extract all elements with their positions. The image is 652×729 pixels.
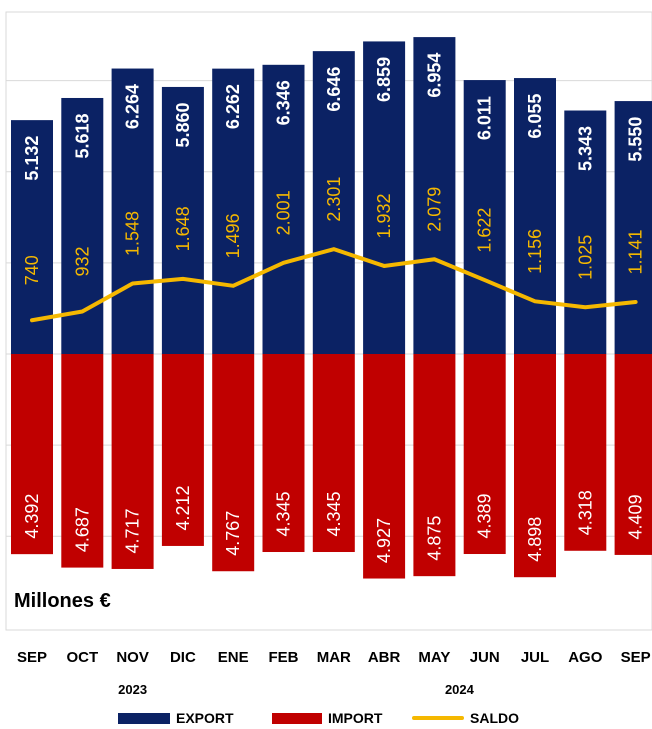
saldo-value-label: 2.301 [324, 177, 344, 222]
import-bar [11, 354, 53, 555]
saldo-value-label: 1.141 [626, 229, 646, 274]
saldo-value-label: 1.622 [475, 208, 495, 253]
legend-swatch-export [118, 712, 170, 724]
export-bar [564, 110, 607, 354]
legend-label-export: EXPORT [176, 710, 234, 726]
x-tick-label: JUN [470, 649, 500, 666]
year-label: 2023 [118, 682, 147, 697]
x-tick-label: JUL [521, 649, 549, 666]
import-value-label: 4.345 [324, 491, 344, 536]
import-bar [111, 354, 154, 569]
x-tick-label: ABR [368, 649, 401, 666]
saldo-value-label: 1.156 [525, 229, 545, 274]
saldo-value-label: 2.001 [274, 190, 294, 235]
import-value-label: 4.212 [173, 485, 193, 530]
import-bar [212, 354, 255, 572]
export-value-label: 5.550 [626, 117, 646, 162]
legend-swatch-import [272, 712, 322, 724]
legend-item-export: EXPORT [118, 708, 234, 728]
import-bar [161, 354, 204, 546]
import-bar [564, 354, 607, 551]
export-value-label: 6.262 [223, 84, 243, 129]
x-tick-label: AGO [568, 649, 603, 666]
import-bar [363, 354, 406, 579]
x-tick-label: FEB [269, 649, 299, 666]
export-value-label: 6.859 [374, 57, 394, 102]
import-value-label: 4.875 [424, 516, 444, 561]
x-tick-label: OCT [66, 649, 98, 666]
saldo-value-label: 740 [22, 255, 42, 285]
legend-swatch-saldo [412, 716, 464, 720]
import-value-label: 4.392 [22, 494, 42, 539]
x-tick-label: SEP [17, 649, 47, 666]
import-bar [413, 354, 456, 577]
export-value-label: 5.860 [173, 102, 193, 147]
import-value-label: 4.898 [525, 517, 545, 562]
saldo-line [30, 247, 638, 323]
import-value-label: 4.389 [475, 493, 495, 538]
x-tick-label: ENE [218, 649, 249, 666]
legend-label-import: IMPORT [328, 710, 383, 726]
saldo-value-label: 1.496 [223, 213, 243, 258]
export-bar [11, 120, 53, 354]
import-bar [514, 354, 556, 578]
export-value-label: 6.954 [424, 53, 444, 98]
import-bar [61, 354, 104, 568]
year-label: 2024 [445, 682, 475, 697]
export-value-label: 5.343 [575, 126, 595, 171]
saldo-value-label: 1.548 [123, 211, 143, 256]
x-tick-label: NOV [116, 649, 149, 666]
saldo-value-label: 1.025 [575, 235, 595, 280]
saldo-value-label: 1.648 [173, 206, 193, 251]
legend-item-import: IMPORT [272, 708, 382, 728]
import-value-label: 4.409 [626, 494, 646, 539]
import-value-label: 4.687 [72, 507, 92, 552]
x-tick-label: SEP [621, 649, 651, 666]
export-bar [614, 101, 652, 354]
export-value-label: 6.346 [274, 80, 294, 125]
import-value-label: 4.927 [374, 518, 394, 563]
export-bar [463, 80, 506, 355]
import-value-label: 4.717 [123, 508, 143, 553]
export-value-label: 6.264 [123, 84, 143, 129]
import-value-label: 4.318 [575, 490, 595, 535]
saldo-value-label: 1.932 [374, 193, 394, 238]
export-value-label: 6.011 [475, 96, 495, 140]
import-bar [312, 354, 355, 553]
export-bar [111, 68, 154, 354]
import-value-label: 4.767 [223, 511, 243, 556]
plot-frame [5, 11, 652, 631]
export-value-label: 5.132 [22, 136, 42, 181]
saldo-value-label: 2.079 [424, 187, 444, 232]
x-tick-label: MAR [317, 649, 351, 666]
import-bar [614, 354, 652, 555]
export-bar [514, 78, 556, 354]
import-bar [463, 354, 506, 555]
legend-label-saldo: SALDO [470, 710, 519, 726]
x-tick-label: MAY [418, 649, 450, 666]
legend: EXPORT IMPORT SALDO [0, 708, 652, 728]
import-bar [262, 354, 305, 553]
export-bar [212, 68, 255, 354]
export-value-label: 6.055 [525, 94, 545, 139]
export-bar [262, 64, 305, 354]
export-value-label: 5.618 [72, 113, 92, 158]
export-bar [363, 41, 406, 355]
legend-item-saldo: SALDO [412, 708, 519, 728]
saldo-value-label: 932 [72, 247, 92, 277]
export-bar [312, 51, 355, 354]
unit-label: Millones € [14, 590, 111, 612]
export-bar [413, 37, 456, 355]
export-value-label: 6.646 [324, 67, 344, 112]
x-tick-label: DIC [170, 649, 196, 666]
export-bar [161, 86, 204, 355]
import-value-label: 4.345 [274, 491, 294, 536]
